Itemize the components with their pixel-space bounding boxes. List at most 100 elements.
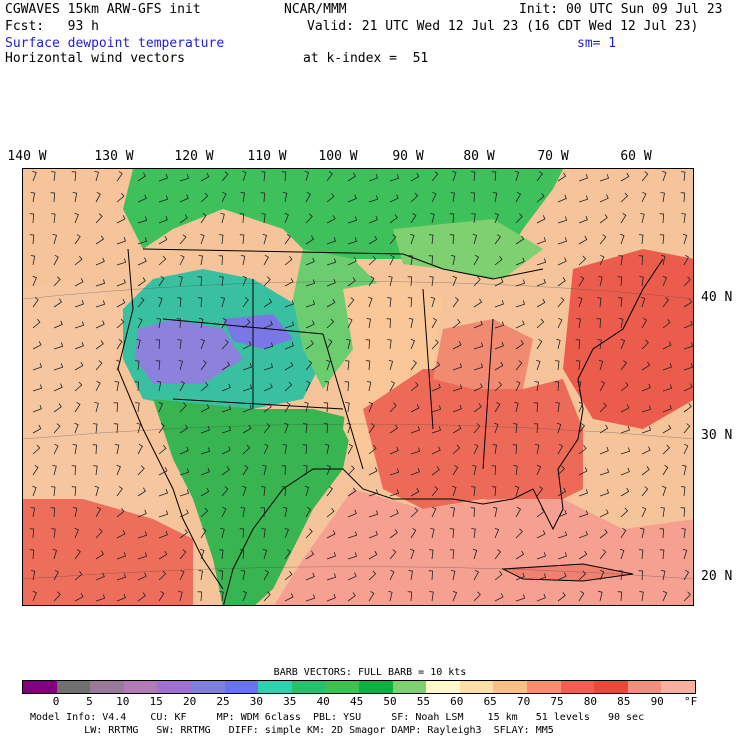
dewpoint-map	[22, 168, 694, 606]
wind-barb	[218, 570, 224, 581]
wind-barb	[491, 171, 497, 182]
barb-legend-title: BARB VECTORS: FULL BARB = 10 kts	[273, 667, 467, 678]
wind-barb	[389, 446, 399, 455]
wind-barb	[533, 423, 539, 434]
wind-barb	[578, 401, 584, 413]
wind-barb	[450, 570, 456, 581]
wind-barb	[326, 171, 333, 182]
wind-barb	[284, 234, 291, 245]
wind-barb	[662, 424, 672, 434]
wind-barb	[156, 381, 162, 392]
wind-barb	[428, 549, 434, 560]
wind-barb	[596, 318, 602, 329]
cuba	[503, 564, 633, 581]
wind-barb	[683, 320, 693, 329]
color-bar-tick-label: 25	[216, 695, 230, 708]
wind-barb	[617, 276, 623, 287]
wind-barb	[473, 276, 481, 287]
wind-barb	[221, 506, 227, 518]
wind-barb	[410, 548, 415, 560]
wind-barb	[388, 359, 394, 371]
wind-barb	[326, 298, 336, 308]
wind-barb	[431, 466, 440, 476]
wind-barb	[305, 300, 316, 308]
color-bar-swatch	[157, 681, 191, 693]
wind-barb	[242, 444, 251, 455]
wind-barb	[137, 172, 147, 182]
wind-barb	[683, 383, 693, 392]
wind-barb	[431, 361, 441, 371]
wind-barb	[242, 275, 247, 287]
wind-barb	[137, 465, 145, 476]
wind-barb	[682, 233, 688, 245]
wind-barb	[557, 465, 565, 476]
color-bar-swatch	[56, 681, 91, 693]
wind-barb	[599, 402, 607, 413]
wind-barb	[620, 404, 630, 413]
wind-barb	[221, 317, 227, 329]
wind-barb	[368, 255, 377, 266]
wind-barb	[620, 527, 627, 539]
wind-barb	[641, 506, 647, 518]
wind-barb	[71, 171, 77, 182]
wind-barb	[578, 510, 589, 518]
wind-barb	[239, 234, 245, 245]
wind-barb	[661, 485, 667, 497]
wind-barb	[200, 381, 209, 392]
wind-barb	[662, 384, 673, 392]
wind-barb	[74, 212, 79, 224]
wind-barb	[305, 528, 313, 539]
wind-barb	[683, 342, 693, 350]
wind-barb	[179, 529, 188, 539]
wind-barb	[368, 444, 377, 455]
wind-barb	[639, 591, 644, 602]
wind-barb	[32, 485, 37, 497]
wind-barb	[344, 381, 350, 392]
wind-barb	[305, 279, 316, 287]
wind-barb	[284, 527, 290, 539]
wind-barb	[200, 507, 209, 518]
wind-barb	[53, 423, 61, 434]
wind-barb	[410, 487, 420, 497]
wind-barb	[221, 486, 229, 497]
wind-barb	[494, 422, 499, 434]
wind-barb	[326, 530, 336, 539]
color-bar-tick-label: 70	[516, 695, 531, 708]
wind-barb	[662, 444, 671, 455]
wind-barb	[682, 464, 687, 476]
wind-barb	[221, 405, 232, 413]
wind-barb	[536, 464, 542, 476]
wind-barb	[494, 234, 501, 245]
wind-barb	[74, 255, 83, 266]
wind-barb	[368, 235, 378, 245]
wind-barb	[450, 507, 455, 518]
wind-barb	[177, 297, 182, 308]
wind-barb	[620, 467, 630, 476]
wind-barb	[32, 404, 42, 413]
wind-barb	[683, 423, 691, 434]
wind-barb	[284, 381, 293, 392]
wind-barb	[536, 192, 545, 203]
color-bar-swatch	[426, 681, 460, 693]
wind-barb	[179, 234, 187, 245]
wind-barb	[515, 528, 523, 539]
wind-barb	[347, 592, 356, 602]
wind-barb	[473, 569, 480, 581]
wind-barb	[680, 192, 686, 203]
wind-barb	[368, 275, 375, 287]
wind-barb	[137, 487, 147, 497]
wind-barb	[660, 507, 665, 518]
wind-barb	[326, 552, 337, 560]
wind-barb	[263, 254, 269, 266]
wind-barb	[578, 296, 583, 308]
wind-barb	[240, 507, 245, 518]
wind-barb	[641, 171, 649, 182]
wind-barb	[578, 550, 588, 560]
wind-barb	[492, 192, 498, 203]
color-bar-swatch	[627, 681, 662, 693]
wind-barb	[452, 384, 463, 392]
wind-barb	[515, 191, 522, 203]
wind-barb	[599, 489, 609, 497]
wind-barb	[599, 569, 605, 581]
northern-plains-zone	[293, 249, 383, 389]
